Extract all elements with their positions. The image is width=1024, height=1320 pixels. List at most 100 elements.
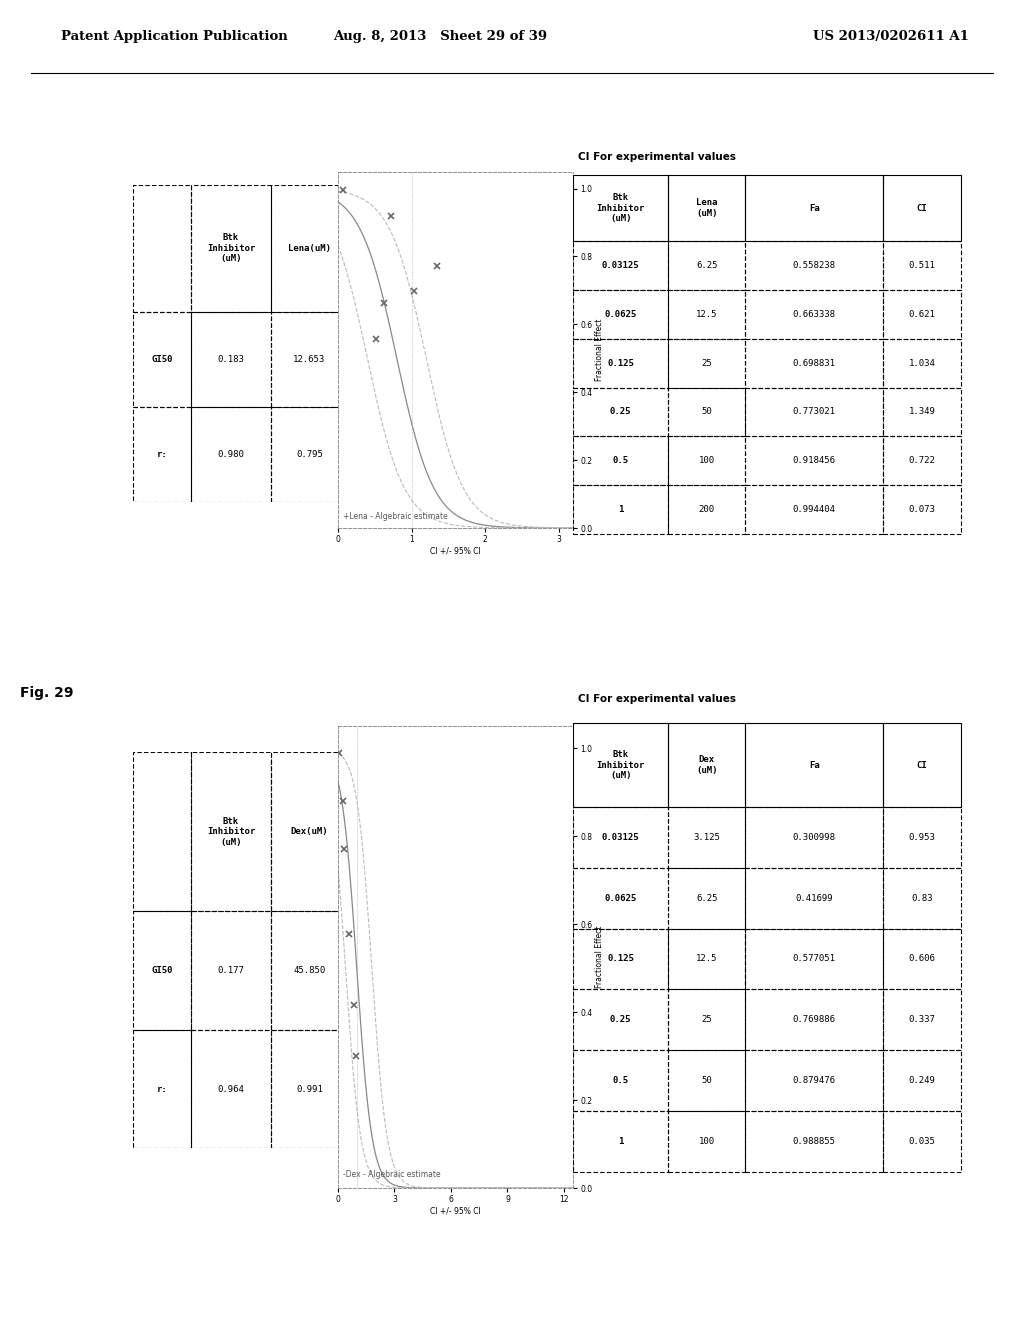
Bar xyxy=(270,911,348,1030)
Bar xyxy=(573,484,668,533)
Bar xyxy=(668,437,745,484)
Text: 0.953: 0.953 xyxy=(908,833,935,842)
Text: 25: 25 xyxy=(701,1015,712,1024)
Bar xyxy=(745,1111,883,1172)
Text: Btk
Inhibitor
(uM): Btk Inhibitor (uM) xyxy=(207,234,255,263)
Bar xyxy=(883,807,961,867)
Text: CI: CI xyxy=(916,760,927,770)
Bar xyxy=(270,185,348,312)
Text: 0.722: 0.722 xyxy=(908,457,935,465)
Bar xyxy=(573,174,668,242)
Bar xyxy=(133,407,191,502)
Text: -Dex - Algebraic estimate: -Dex - Algebraic estimate xyxy=(343,1170,440,1179)
Text: 1: 1 xyxy=(618,506,624,513)
Bar xyxy=(573,867,668,928)
Text: Dex(uM): Dex(uM) xyxy=(291,828,329,836)
Bar xyxy=(133,1030,191,1148)
Bar xyxy=(668,174,745,242)
Bar xyxy=(883,867,961,928)
Text: 0.621: 0.621 xyxy=(908,310,935,319)
Bar xyxy=(133,185,191,312)
Y-axis label: Fractional Effect: Fractional Effect xyxy=(595,925,604,989)
Text: 6.25: 6.25 xyxy=(696,261,718,271)
Bar xyxy=(668,242,745,290)
Bar xyxy=(745,437,883,484)
Text: 0.25: 0.25 xyxy=(610,1015,632,1024)
Text: 25: 25 xyxy=(701,359,712,368)
Text: +Lena - Algebraic estimate: +Lena - Algebraic estimate xyxy=(343,512,447,521)
Text: 1.034: 1.034 xyxy=(908,359,935,368)
Bar xyxy=(668,290,745,339)
Bar xyxy=(745,928,883,990)
Bar xyxy=(191,185,270,312)
Text: 0.994404: 0.994404 xyxy=(793,506,836,513)
Text: 12.5: 12.5 xyxy=(696,310,718,319)
Text: 12.653: 12.653 xyxy=(293,355,326,363)
Bar xyxy=(270,407,348,502)
Text: r:: r: xyxy=(157,450,168,458)
Bar xyxy=(573,1051,668,1111)
Text: 45.850: 45.850 xyxy=(293,966,326,974)
Text: Lena(uM): Lena(uM) xyxy=(288,244,331,252)
Text: 0.964: 0.964 xyxy=(217,1085,245,1093)
Bar xyxy=(573,339,668,388)
Text: Fa: Fa xyxy=(809,760,819,770)
Text: 0.5: 0.5 xyxy=(612,457,629,465)
Bar xyxy=(191,911,270,1030)
Bar xyxy=(883,1111,961,1172)
Bar xyxy=(573,388,668,437)
Bar xyxy=(745,867,883,928)
Text: 0.558238: 0.558238 xyxy=(793,261,836,271)
Bar xyxy=(668,990,745,1051)
Text: 0.773021: 0.773021 xyxy=(793,408,836,417)
Bar xyxy=(573,1111,668,1172)
Text: GI50: GI50 xyxy=(152,966,173,974)
Text: CI For experimental values: CI For experimental values xyxy=(578,694,735,705)
X-axis label: CI +/- 95% CI: CI +/- 95% CI xyxy=(430,546,481,556)
Text: Lena
(uM): Lena (uM) xyxy=(696,198,718,218)
Text: 0.25: 0.25 xyxy=(610,408,632,417)
Text: 0.769886: 0.769886 xyxy=(793,1015,836,1024)
Bar xyxy=(745,484,883,533)
Bar xyxy=(883,484,961,533)
Text: Fig. 29: Fig. 29 xyxy=(20,686,74,700)
Text: Dex
(uM): Dex (uM) xyxy=(696,755,718,775)
Bar xyxy=(191,1030,270,1148)
Text: 50: 50 xyxy=(701,408,712,417)
Bar xyxy=(745,1051,883,1111)
Bar xyxy=(191,752,270,911)
Text: 1.349: 1.349 xyxy=(908,408,935,417)
Text: r:: r: xyxy=(157,1085,168,1093)
X-axis label: CI +/- 95% CI: CI +/- 95% CI xyxy=(430,1206,481,1216)
Text: 6.25: 6.25 xyxy=(696,894,718,903)
Text: 1: 1 xyxy=(618,1138,624,1146)
Bar xyxy=(270,752,348,911)
Text: 0.125: 0.125 xyxy=(607,359,634,368)
Bar xyxy=(573,990,668,1051)
Bar xyxy=(883,290,961,339)
Bar xyxy=(668,1051,745,1111)
Bar xyxy=(668,723,745,807)
Text: 0.183: 0.183 xyxy=(217,355,245,363)
Text: CI: CI xyxy=(916,203,927,213)
Text: 0.337: 0.337 xyxy=(908,1015,935,1024)
Bar xyxy=(668,807,745,867)
Bar xyxy=(883,339,961,388)
Text: 0.0625: 0.0625 xyxy=(604,894,637,903)
Text: 0.980: 0.980 xyxy=(217,450,245,458)
Bar xyxy=(573,290,668,339)
Text: Btk
Inhibitor
(uM): Btk Inhibitor (uM) xyxy=(597,750,645,780)
Text: Aug. 8, 2013   Sheet 29 of 39: Aug. 8, 2013 Sheet 29 of 39 xyxy=(333,30,548,44)
Text: US 2013/0202611 A1: US 2013/0202611 A1 xyxy=(813,30,969,44)
Bar xyxy=(883,242,961,290)
Text: 0.073: 0.073 xyxy=(908,506,935,513)
Bar xyxy=(668,339,745,388)
Bar xyxy=(745,723,883,807)
Bar xyxy=(883,1051,961,1111)
Text: 0.606: 0.606 xyxy=(908,954,935,964)
Text: 12.5: 12.5 xyxy=(696,954,718,964)
Text: 0.991: 0.991 xyxy=(296,1085,323,1093)
Text: 0.83: 0.83 xyxy=(911,894,933,903)
Text: 0.577051: 0.577051 xyxy=(793,954,836,964)
Text: 100: 100 xyxy=(698,1138,715,1146)
